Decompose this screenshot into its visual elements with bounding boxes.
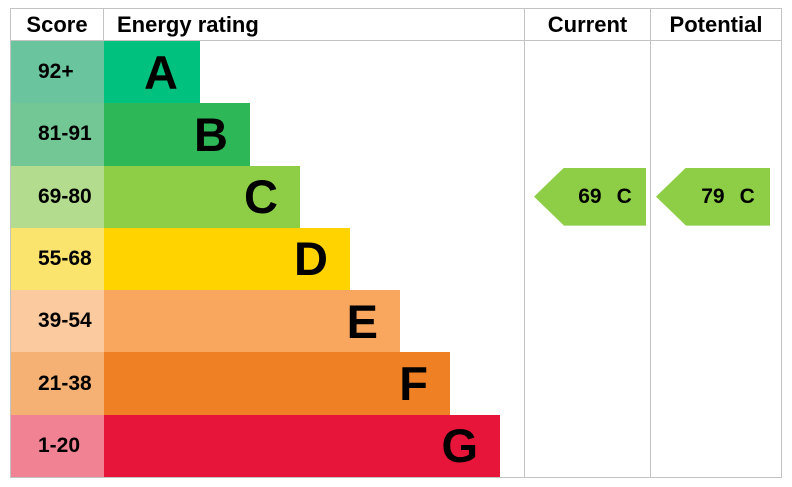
potential-column-divider bbox=[650, 41, 651, 477]
score-cell: 1-20 bbox=[11, 414, 104, 477]
current-rating-band: C bbox=[616, 184, 632, 208]
rating-bar: D bbox=[104, 227, 350, 291]
band-row-d: 55-68 D bbox=[11, 227, 781, 291]
rating-bands-area: 92+ A 81-91 B 69-80 C 55-68 D 39-54 E 21… bbox=[11, 41, 781, 477]
energy-rating-column-header: Energy rating bbox=[117, 11, 259, 37]
potential-rating-band: C bbox=[739, 184, 755, 208]
band-row-g: 1-20 G bbox=[11, 414, 781, 477]
rating-bar: B bbox=[104, 103, 250, 166]
current-column-header: Current bbox=[524, 9, 650, 40]
rating-bar: C bbox=[104, 165, 300, 228]
potential-rating-value: 79 bbox=[701, 184, 725, 208]
rating-bar: A bbox=[104, 41, 200, 104]
current-rating-value: 69 bbox=[578, 184, 602, 208]
band-row-a: 92+ A bbox=[11, 41, 781, 104]
current-column-divider bbox=[524, 41, 525, 477]
score-cell: 21-38 bbox=[11, 352, 104, 415]
rating-bar: F bbox=[104, 352, 450, 415]
table-header-row: Score Energy rating Current Potential bbox=[11, 9, 781, 41]
score-cell: 69-80 bbox=[11, 165, 104, 228]
band-row-e: 39-54 E bbox=[11, 290, 781, 353]
rating-bar: G bbox=[104, 414, 500, 477]
band-row-c: 69-80 C bbox=[11, 165, 781, 228]
score-column-header: Score bbox=[11, 9, 104, 40]
score-cell: 81-91 bbox=[11, 103, 104, 166]
potential-column-header: Potential bbox=[650, 9, 781, 40]
score-cell: 92+ bbox=[11, 41, 104, 104]
epc-table: Score Energy rating Current Potential 92… bbox=[10, 8, 782, 478]
score-cell: 55-68 bbox=[11, 227, 104, 291]
band-row-b: 81-91 B bbox=[11, 103, 781, 166]
band-row-f: 21-38 F bbox=[11, 352, 781, 415]
score-cell: 39-54 bbox=[11, 290, 104, 353]
rating-bar: E bbox=[104, 290, 400, 353]
